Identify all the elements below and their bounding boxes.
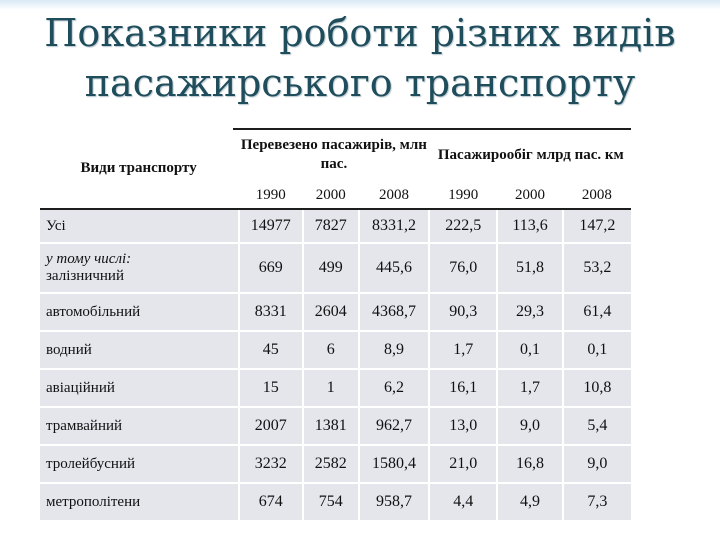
table-cell: 61,4 <box>561 293 631 332</box>
transport-table-container: Види транспорту Перевезено пасажирів, мл… <box>40 128 631 522</box>
table-cell: 4,9 <box>496 483 563 522</box>
row-label-prefix: у тому числі: <box>46 251 132 267</box>
table-cell: 958,7 <box>357 483 430 522</box>
header-top-rule <box>233 128 631 130</box>
table-cell: 15 <box>237 369 303 408</box>
table-cell: 8331 <box>237 293 303 332</box>
table-cell: 669 <box>237 243 303 294</box>
row-label: автомобільний <box>40 293 239 332</box>
table-row: Усі 14977 7827 8331,2 222,5 113,6 147,2 <box>40 209 631 244</box>
row-label: у тому числі: залізничний <box>40 243 239 294</box>
page-title: Показники роботи різних видів пасажирськ… <box>0 8 720 108</box>
top-decor-bar <box>0 0 720 10</box>
table-cell: 147,2 <box>561 209 631 244</box>
title-line-1: Показники роботи різних видів <box>44 11 676 55</box>
table-row: тролейбусний 3232 2582 1580,4 21,0 16,8 … <box>40 445 631 484</box>
header-passenger-turnover: Пасажирообіг млрд пас. км <box>427 128 631 182</box>
table-row: автомобільний 8331 2604 4368,7 90,3 29,3… <box>40 293 631 332</box>
table-cell: 6,2 <box>357 369 430 408</box>
table-cell: 76,0 <box>428 243 498 294</box>
row-label: водний <box>40 331 239 370</box>
table-cell: 6 <box>301 331 359 370</box>
table-cell: 7827 <box>301 209 359 244</box>
table-cell: 113,6 <box>496 209 563 244</box>
table-cell: 2604 <box>301 293 359 332</box>
table-cell: 16,8 <box>496 445 563 484</box>
header-passengers-carried: Перевезено пасажирів, млн пас. <box>237 128 430 182</box>
table-cell: 0,1 <box>561 331 631 370</box>
table-cell: 29,3 <box>496 293 563 332</box>
table-cell: 445,6 <box>357 243 430 294</box>
table-cell: 9,0 <box>496 407 563 446</box>
row-label: тролейбусний <box>40 445 239 484</box>
row-label-main: залізничний <box>46 268 124 284</box>
row-label: Усі <box>40 209 239 244</box>
table-cell: 9,0 <box>561 445 631 484</box>
table-cell: 1381 <box>301 407 359 446</box>
table-cell: 14977 <box>237 209 303 244</box>
table-cell: 4,4 <box>428 483 498 522</box>
header-transport-types: Види транспорту <box>40 128 239 210</box>
table-row: трамвайний 2007 1381 962,7 13,0 9,0 5,4 <box>40 407 631 446</box>
row-label: трамвайний <box>40 407 239 446</box>
table-cell: 2582 <box>301 445 359 484</box>
table-cell: 90,3 <box>428 293 498 332</box>
row-label: метрополітени <box>40 483 239 522</box>
table-cell: 499 <box>301 243 359 294</box>
table-cell: 1 <box>301 369 359 408</box>
table-cell: 962,7 <box>357 407 430 446</box>
header-year: 1990 <box>238 182 303 210</box>
table-cell: 754 <box>301 483 359 522</box>
table-cell: 21,0 <box>428 445 498 484</box>
table-cell: 674 <box>237 483 303 522</box>
header-year: 1990 <box>429 182 498 210</box>
table-cell: 1,7 <box>496 369 563 408</box>
table-cell: 8,9 <box>357 331 430 370</box>
table-cell: 51,8 <box>496 243 563 294</box>
table-cell: 53,2 <box>561 243 631 294</box>
table-cell: 0,1 <box>496 331 563 370</box>
title-line-2: пасажирського транспорту <box>84 61 636 105</box>
row-label: авіаційний <box>40 369 239 408</box>
header-year: 2000 <box>497 182 563 210</box>
table-cell: 10,8 <box>561 369 631 408</box>
table-cell: 4368,7 <box>357 293 430 332</box>
header-year: 2008 <box>562 182 631 210</box>
table-row: у тому числі: залізничний 669 499 445,6 … <box>40 243 631 294</box>
table-cell: 3232 <box>237 445 303 484</box>
table-cell: 45 <box>237 331 303 370</box>
header-year: 2008 <box>358 182 430 210</box>
table-cell: 7,3 <box>561 483 631 522</box>
table-cell: 16,1 <box>428 369 498 408</box>
table-cell: 2007 <box>237 407 303 446</box>
table-cell: 8331,2 <box>357 209 430 244</box>
table-row: метрополітени 674 754 958,7 4,4 4,9 7,3 <box>40 483 631 522</box>
table-cell: 1580,4 <box>357 445 430 484</box>
header-year: 2000 <box>302 182 359 210</box>
table-cell: 13,0 <box>428 407 498 446</box>
table-row: авіаційний 15 1 6,2 16,1 1,7 10,8 <box>40 369 631 408</box>
table-cell: 222,5 <box>428 209 498 244</box>
transport-table: Види транспорту Перевезено пасажирів, мл… <box>40 128 631 522</box>
table-row: водний 45 6 8,9 1,7 0,1 0,1 <box>40 331 631 370</box>
table-cell: 1,7 <box>428 331 498 370</box>
table-cell: 5,4 <box>561 407 631 446</box>
